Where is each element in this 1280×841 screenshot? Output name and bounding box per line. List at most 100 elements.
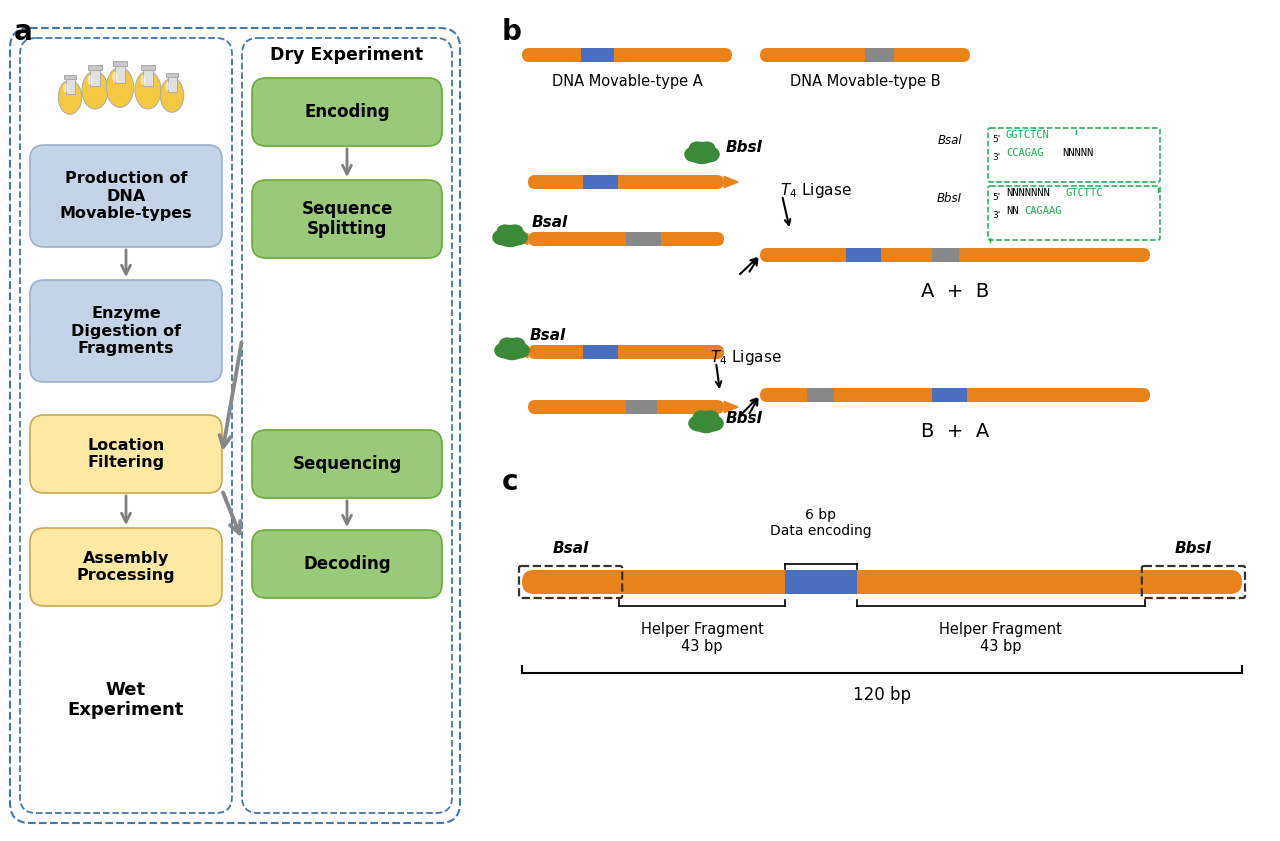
Text: A  +  B: A + B (920, 282, 989, 301)
Ellipse shape (499, 337, 516, 351)
Bar (785, 570, 856, 594)
Bar (168, 76, 177, 92)
Ellipse shape (704, 415, 723, 431)
Ellipse shape (689, 141, 705, 155)
Text: BbsI: BbsI (1175, 541, 1212, 556)
Polygon shape (515, 234, 529, 245)
Text: Helper Fragment
43 bp: Helper Fragment 43 bp (940, 622, 1062, 654)
FancyBboxPatch shape (529, 400, 724, 414)
Text: CAGAAG: CAGAAG (1024, 206, 1061, 216)
Text: NNNNNNN: NNNNNNN (1006, 188, 1050, 198)
Ellipse shape (87, 75, 92, 85)
Ellipse shape (165, 82, 170, 91)
Text: 3': 3' (992, 211, 1000, 220)
Text: 5': 5' (992, 193, 1000, 202)
Bar (141, 65, 155, 70)
Bar (846, 248, 881, 262)
Text: DNA Movable-type A: DNA Movable-type A (552, 74, 703, 89)
Text: c: c (502, 468, 518, 496)
Ellipse shape (507, 225, 524, 238)
Ellipse shape (82, 71, 108, 109)
Text: 6 bp
Data encoding: 6 bp Data encoding (771, 508, 872, 538)
Text: NN: NN (1006, 206, 1019, 216)
Text: BbsI: BbsI (937, 192, 963, 205)
Text: Assembly
Processing: Assembly Processing (77, 551, 175, 583)
Ellipse shape (160, 78, 184, 113)
Ellipse shape (703, 410, 719, 424)
FancyBboxPatch shape (529, 175, 724, 189)
Polygon shape (724, 177, 739, 188)
Bar (65, 77, 74, 93)
Text: DNA Movable-type B: DNA Movable-type B (790, 74, 941, 89)
Text: BbsI: BbsI (726, 410, 763, 426)
Ellipse shape (493, 230, 512, 246)
FancyBboxPatch shape (29, 145, 221, 247)
Polygon shape (724, 401, 739, 413)
Ellipse shape (509, 342, 530, 358)
Bar (582, 345, 618, 359)
Text: Production of
DNA
Movable-types: Production of DNA Movable-types (60, 171, 192, 221)
Ellipse shape (141, 75, 146, 85)
Ellipse shape (498, 338, 526, 360)
Bar (932, 388, 966, 402)
Ellipse shape (497, 225, 524, 247)
FancyBboxPatch shape (522, 48, 732, 62)
Ellipse shape (692, 410, 719, 433)
Text: Location
Filtering: Location Filtering (87, 438, 165, 470)
Bar (165, 72, 178, 77)
Bar (143, 68, 154, 86)
Bar (582, 175, 618, 189)
Text: Helper Fragment
43 bp: Helper Fragment 43 bp (640, 622, 763, 654)
Ellipse shape (508, 230, 527, 246)
Ellipse shape (63, 84, 68, 93)
FancyBboxPatch shape (760, 248, 1149, 262)
Bar (626, 232, 662, 246)
FancyBboxPatch shape (29, 280, 221, 382)
Ellipse shape (508, 337, 525, 351)
Ellipse shape (497, 225, 513, 238)
Text: NNNNN: NNNNN (1062, 148, 1093, 158)
Ellipse shape (689, 415, 708, 431)
FancyBboxPatch shape (529, 345, 724, 359)
Text: Bsal: Bsal (532, 214, 568, 230)
Polygon shape (515, 346, 529, 357)
Text: Bsal: Bsal (937, 134, 963, 147)
Text: a: a (14, 18, 33, 46)
Text: BbsI: BbsI (726, 140, 763, 155)
FancyBboxPatch shape (760, 388, 1149, 402)
Text: Sequence
Splitting: Sequence Splitting (301, 199, 393, 238)
Text: B  +  A: B + A (920, 422, 989, 441)
FancyBboxPatch shape (252, 78, 442, 146)
FancyBboxPatch shape (760, 48, 970, 62)
Text: Bsal: Bsal (530, 327, 566, 342)
Bar (113, 61, 127, 66)
Text: Decoding: Decoding (303, 555, 390, 573)
Text: Sequencing: Sequencing (292, 455, 402, 473)
Ellipse shape (685, 146, 704, 162)
Text: Wet
Experiment: Wet Experiment (68, 680, 184, 719)
Ellipse shape (689, 142, 716, 164)
FancyBboxPatch shape (529, 232, 724, 246)
FancyBboxPatch shape (252, 180, 442, 258)
FancyBboxPatch shape (29, 528, 221, 606)
Text: Enzyme
Digestion of
Fragments: Enzyme Digestion of Fragments (70, 306, 180, 356)
Ellipse shape (699, 141, 716, 155)
Text: 3': 3' (992, 153, 1000, 162)
Text: GGTCTCN: GGTCTCN (1006, 130, 1050, 140)
Ellipse shape (134, 71, 161, 109)
Text: Bsal: Bsal (553, 541, 589, 556)
FancyBboxPatch shape (252, 530, 442, 598)
FancyBboxPatch shape (522, 570, 1242, 594)
Bar (806, 388, 835, 402)
Text: Dry Experiment: Dry Experiment (270, 46, 424, 64)
Ellipse shape (106, 67, 133, 108)
FancyBboxPatch shape (252, 430, 442, 498)
Text: 120 bp: 120 bp (852, 686, 911, 704)
Ellipse shape (494, 342, 515, 358)
Text: $T_4$ Ligase: $T_4$ Ligase (780, 181, 851, 199)
Bar (865, 48, 895, 62)
Bar (932, 248, 959, 262)
FancyBboxPatch shape (29, 415, 221, 493)
Text: b: b (502, 18, 522, 46)
Bar (90, 68, 100, 86)
